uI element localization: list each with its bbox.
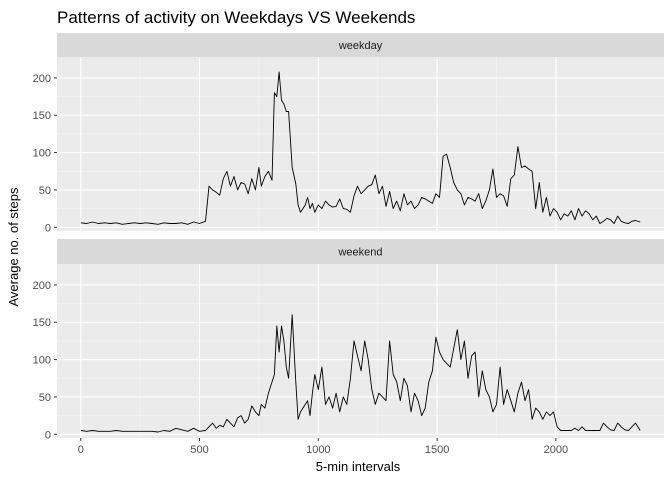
strip-label-weekend: weekend [337,247,382,259]
series-line-weekend [80,314,641,433]
chart-title: Patterns of activity on Weekdays VS Week… [57,8,415,27]
y-tick-label: 150 [33,317,51,329]
x-tick-label: 1000 [306,444,330,456]
x-tick-label: 500 [190,444,208,456]
gridlines-weekend [57,264,664,438]
y-tick-label: 150 [33,110,51,122]
x-tick-label: 1500 [425,444,449,456]
y-tick-label: 0 [45,429,51,441]
panel-weekday: weekday 0 50 100 150 200 [33,33,664,234]
x-axis-title: 5-min intervals [316,459,401,474]
strip-weekend [57,239,664,264]
y-tick-label: 50 [39,392,51,404]
y-tick-label: 100 [33,148,51,160]
series-line-weekday [80,71,641,225]
gridlines-weekday [57,57,664,231]
y-tick-label: 200 [33,73,51,85]
panel-weekend: weekend 0 50 100 150 200 [33,239,664,441]
y-tick-label: 50 [39,185,51,197]
panel-background-weekday [57,57,664,231]
x-tick-label: 0 [78,444,84,456]
y-tick-label: 0 [45,222,51,234]
y-axis-weekday: 0 50 100 150 200 [33,73,57,234]
y-tick-label: 200 [33,280,51,292]
panel-background-weekend [57,264,664,438]
y-axis-title: Average no. of steps [6,187,21,307]
y-axis-weekend: 0 50 100 150 200 [33,280,57,441]
x-axis: 0 500 1000 1500 2000 [78,438,568,456]
x-tick-label: 2000 [544,444,568,456]
strip-weekday [57,33,664,57]
y-tick-label: 100 [33,355,51,367]
strip-label-weekday: weekday [338,40,383,52]
